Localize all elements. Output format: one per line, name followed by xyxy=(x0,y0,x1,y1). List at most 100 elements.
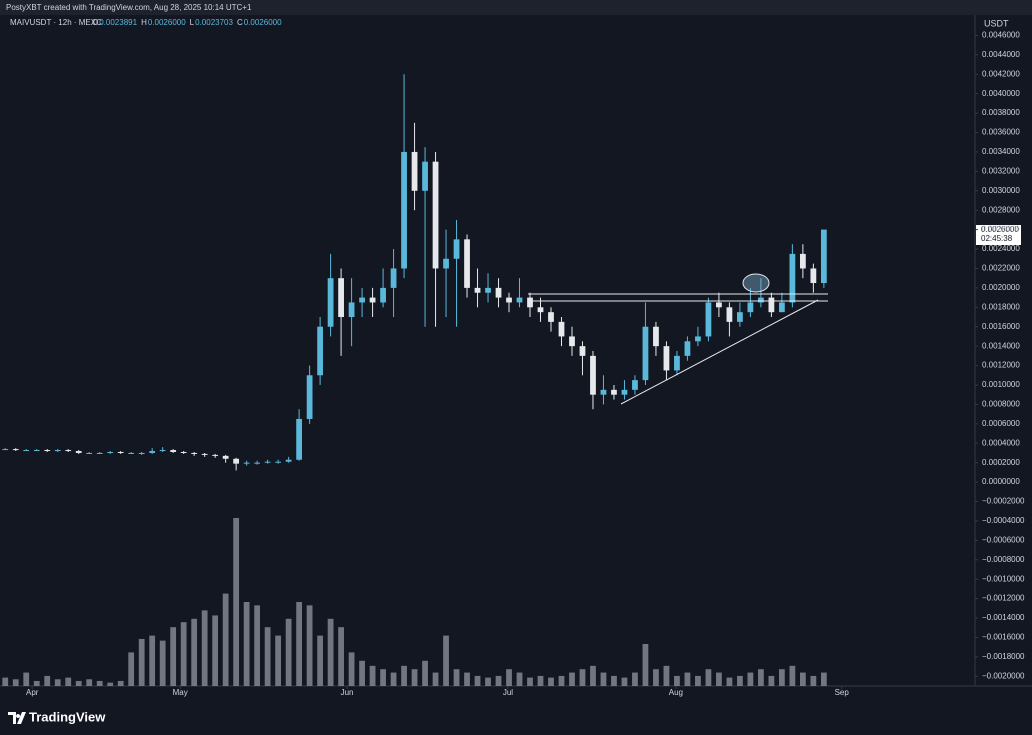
volume-bar xyxy=(600,672,607,686)
candle-body xyxy=(201,453,208,455)
symbol: MAIVUSDT · 12h · MEXC xyxy=(10,18,102,27)
candle-body xyxy=(799,253,806,269)
candle-body xyxy=(159,450,166,452)
candle-body xyxy=(380,287,386,303)
candle-body xyxy=(212,454,219,456)
volume-bar xyxy=(2,677,9,686)
volume-bar xyxy=(453,669,460,686)
volume-bar xyxy=(222,593,229,686)
volume-bar xyxy=(54,679,61,686)
candle-body xyxy=(296,418,302,460)
volume-bar xyxy=(789,665,796,686)
candle-body xyxy=(65,450,72,452)
highlight-ellipse xyxy=(742,273,770,293)
volume-bar xyxy=(579,669,586,686)
volume-bar xyxy=(716,672,722,686)
ohlc-value: 0.0026000 xyxy=(148,18,186,27)
credit-bar xyxy=(0,0,1032,15)
volume-bar xyxy=(558,675,565,686)
candle-body xyxy=(516,297,523,303)
y-tick-label: 0.0030000 xyxy=(982,186,1020,195)
volume-bar xyxy=(642,644,649,686)
volume-bar xyxy=(747,672,754,686)
y-tick-label: 0.0020000 xyxy=(982,283,1020,292)
candle-body xyxy=(684,341,691,356)
candle-body xyxy=(474,287,481,293)
candle-body xyxy=(401,151,407,269)
price-unit: USDT xyxy=(984,18,1009,28)
candle-body xyxy=(285,459,292,462)
y-tick-label: 0.0032000 xyxy=(982,166,1020,175)
candle-body xyxy=(642,326,649,381)
candle-body xyxy=(768,297,775,313)
candle-body xyxy=(537,307,544,313)
x-tick-label: Sep xyxy=(835,688,850,697)
drawings xyxy=(528,273,828,405)
candle-body xyxy=(726,307,733,322)
volume-bar xyxy=(264,627,271,686)
candle-body xyxy=(621,389,628,395)
volume-bar xyxy=(768,675,775,686)
candle-body xyxy=(243,462,250,464)
candle-body xyxy=(411,151,418,191)
volume-bar xyxy=(401,665,407,686)
x-tick-label: Apr xyxy=(26,688,39,697)
y-tick-label: −0.0020000 xyxy=(982,671,1025,680)
volume-bar xyxy=(233,518,240,686)
volume-bar xyxy=(737,675,743,686)
volume-bar xyxy=(653,669,659,686)
logo: TradingView xyxy=(8,709,106,724)
last-price-label: 0.0026000 02:45:38 xyxy=(976,225,1021,245)
volume-bar xyxy=(820,672,827,686)
y-tick-label: 0.0000000 xyxy=(982,477,1020,486)
candle-body xyxy=(422,161,428,191)
y-tick-label: −0.0002000 xyxy=(982,497,1025,506)
candle-body xyxy=(716,302,722,308)
volume-bar xyxy=(548,677,554,686)
y-tick-label: 0.0042000 xyxy=(982,69,1020,78)
candle-body xyxy=(233,458,240,464)
y-tick-label: 0.0022000 xyxy=(982,264,1020,273)
x-tick-label: Jun xyxy=(341,688,354,697)
y-tick-label: 0.0038000 xyxy=(982,108,1020,117)
candle-body xyxy=(810,268,817,284)
y-tick-label: 0.0046000 xyxy=(982,31,1020,40)
candle-body xyxy=(180,451,187,453)
volume-bar xyxy=(674,675,680,686)
candle-body xyxy=(674,355,680,371)
candle-body xyxy=(820,229,827,284)
candle-body xyxy=(590,355,596,395)
volume-bar xyxy=(705,669,712,686)
candle-body xyxy=(432,161,439,269)
candle-body xyxy=(527,297,533,308)
volume-bar xyxy=(432,672,439,686)
volume-bar xyxy=(159,640,166,686)
y-tick-label: −0.0006000 xyxy=(982,535,1025,544)
volume-bar xyxy=(191,618,198,686)
volume-bar xyxy=(726,677,733,686)
volume-bar xyxy=(537,675,544,686)
volume-bar xyxy=(527,677,533,686)
candle-body xyxy=(191,452,198,454)
y-tick-label: 0.0018000 xyxy=(982,302,1020,311)
candle-body xyxy=(138,452,145,454)
candle-body xyxy=(149,451,156,453)
y-tick-label: 0.0010000 xyxy=(982,380,1020,389)
candle-body xyxy=(348,302,355,318)
volume-bar xyxy=(33,680,40,686)
y-tick-label: 0.0008000 xyxy=(982,400,1020,409)
y-tick-label: −0.0004000 xyxy=(982,516,1025,525)
volume-bar xyxy=(684,672,691,686)
y-tick-label: −0.0012000 xyxy=(982,594,1025,603)
volume-bar xyxy=(359,660,365,686)
candle-body xyxy=(737,312,743,322)
candle-body xyxy=(548,312,554,322)
ohlc-label: L xyxy=(190,18,195,27)
candle-body xyxy=(485,287,491,293)
volume-bar xyxy=(621,677,628,686)
volume-bar xyxy=(327,618,334,686)
volume-bar xyxy=(65,677,72,686)
volume-bar xyxy=(128,652,135,686)
volume-bar xyxy=(338,627,344,686)
candle-body xyxy=(747,302,754,313)
